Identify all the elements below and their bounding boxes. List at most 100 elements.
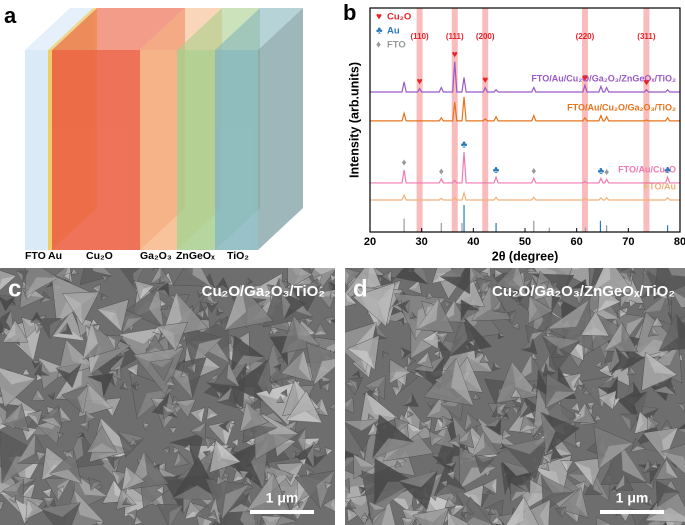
sem-grain [119, 268, 144, 289]
sem-grain-facet [526, 268, 536, 272]
sem-grain [346, 334, 380, 371]
sem-grain [180, 369, 189, 377]
sem-grain-facet [1, 403, 22, 424]
sem-grain-facet [353, 454, 376, 467]
sem-grain-facet [637, 303, 642, 310]
layer-label: TiO₂ [227, 250, 249, 262]
sem-grain-facet [398, 470, 438, 488]
sem-grain [190, 422, 206, 441]
sem-grain-facet [246, 277, 249, 285]
sem-grain-facet [484, 353, 490, 363]
sem-grain-facet [577, 385, 582, 392]
sem-grain-facet [40, 502, 81, 517]
sem-grain-facet [13, 494, 28, 524]
sem-grain-facet [17, 433, 36, 464]
sem-grain [647, 325, 660, 337]
sem-grain-facet [440, 268, 466, 277]
sem-grain-facet [629, 300, 632, 308]
sem-grain [48, 450, 82, 484]
sem-grain [61, 291, 100, 326]
sem-grain-facet [345, 270, 350, 286]
sem-grain [464, 412, 482, 431]
sem-grain-facet [329, 316, 335, 320]
sem-grain [407, 355, 417, 367]
sem-grain-facet [598, 376, 618, 388]
sem-grain [446, 470, 456, 481]
sem-grain-facet [288, 496, 297, 514]
sem-grain-facet [75, 474, 108, 497]
sem-grain [544, 326, 553, 335]
layer-front [215, 50, 258, 250]
sem-grain-facet [52, 329, 85, 341]
sem-grain-facet [160, 276, 166, 282]
sem-grain [460, 299, 480, 322]
sem-grain [570, 401, 581, 412]
sem-grain-facet [451, 358, 474, 406]
sem-grain-facet [222, 484, 249, 520]
sem-grain-facet [516, 485, 530, 493]
sem-grain [47, 392, 56, 401]
panel-label: c [8, 275, 21, 302]
sem-grain [162, 404, 176, 420]
sem-grain-facet [575, 487, 589, 518]
sem-grain [677, 402, 685, 413]
sem-grain-facet [394, 464, 402, 468]
sem-grain [276, 395, 285, 404]
sem-grain-facet [92, 268, 113, 276]
sem-grain-facet [620, 513, 630, 517]
sem-grain-facet [254, 409, 299, 435]
sem-grain-facet [409, 312, 413, 319]
layer-label: Au [48, 250, 62, 262]
sem-grain-facet [619, 313, 627, 318]
sem-grain-facet [102, 275, 106, 282]
sem-grain [597, 286, 621, 313]
sem-grain [595, 361, 603, 369]
sem-grain [57, 431, 65, 440]
sem-grain-facet [6, 310, 13, 332]
sem-grain-facet [40, 298, 52, 303]
sem-grain-facet [316, 470, 335, 509]
sem-grain-facet [263, 465, 271, 469]
x-tick-label: 40 [467, 236, 479, 248]
sem-grain-facet [314, 331, 328, 336]
layer-label: Ga₂O₃ [140, 250, 172, 262]
sem-grain-facet [666, 459, 679, 479]
sem-grain-facet [61, 486, 64, 493]
sem-grain [441, 415, 454, 429]
sem-grain-facet [556, 345, 565, 357]
sem-grain [374, 458, 415, 506]
layer-front [177, 50, 215, 250]
sem-grain-facet [175, 399, 196, 407]
sem-grain [433, 465, 467, 497]
sem-grain-facet [545, 391, 577, 409]
reflection-band [581, 8, 588, 232]
sem-grain [79, 268, 113, 286]
sem-grain-facet [561, 506, 567, 518]
sem-grain [367, 413, 375, 421]
y-axis-label: Intensity (arb.units) [347, 62, 361, 178]
sem-grain [345, 396, 355, 414]
sem-grain-facet [281, 291, 291, 320]
sem-grain-facet [277, 358, 284, 363]
sem-grain-facet [593, 478, 603, 495]
sem-grain [474, 348, 484, 359]
x-tick-label: 20 [364, 236, 376, 248]
sem-grain [637, 302, 646, 310]
sem-grain-facet [505, 437, 549, 455]
sem-grain-facet [71, 268, 75, 275]
series-line [370, 190, 680, 201]
sem-grain-facet [149, 286, 164, 328]
sem-grain [306, 468, 314, 477]
series-line [370, 96, 680, 122]
sem-grain-facet [445, 462, 456, 467]
sem-grain [2, 319, 29, 343]
sem-grain-facet [229, 422, 232, 430]
sem-grain-facet [347, 508, 352, 522]
sem-grain-facet [326, 484, 332, 490]
x-tick-label: 30 [416, 236, 428, 248]
sem-grain-facet [216, 387, 232, 402]
sem-grain-facet [156, 326, 176, 351]
sem-grain-facet [101, 296, 108, 301]
x-tick-label: 70 [622, 236, 634, 248]
